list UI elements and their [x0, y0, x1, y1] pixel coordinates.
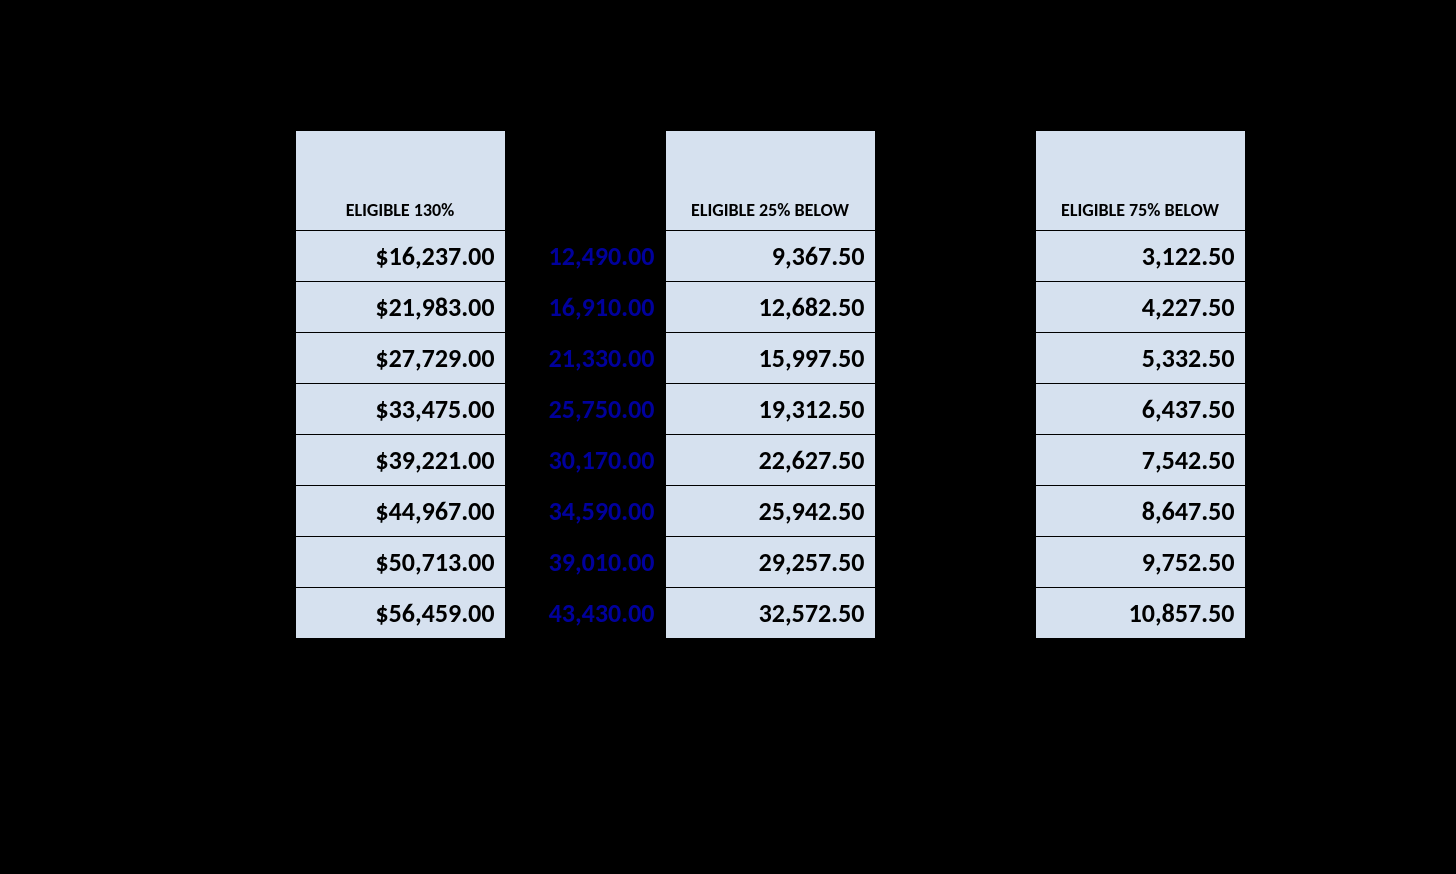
- table-row: $27,729.00 21,330.00 15,997.50 5,332.50: [0, 332, 1456, 383]
- cell-eligible-100: 16,910.00: [505, 281, 665, 332]
- table-row: $33,475.00 25,750.00 19,312.50 6,437.50: [0, 383, 1456, 434]
- cell-eligible-130: $44,967.00: [295, 485, 505, 536]
- cell-eligible-25-below: 12,682.50: [665, 281, 875, 332]
- cell-eligible-25-below: 19,312.50: [665, 383, 875, 434]
- cell-blank-gap: [875, 281, 1035, 332]
- cell-blank-gap: [875, 383, 1035, 434]
- cell-eligible-100: 21,330.00: [505, 332, 665, 383]
- cell-eligible-130: $21,983.00: [295, 281, 505, 332]
- cell-eligible-25-below: 15,997.50: [665, 332, 875, 383]
- cell-blank-left: [0, 485, 295, 536]
- cell-eligible-25-below: 9,367.50: [665, 230, 875, 281]
- cell-eligible-100: 12,490.00: [505, 230, 665, 281]
- cell-blank-gap: [875, 332, 1035, 383]
- cell-blank-right: [1245, 536, 1456, 587]
- header-eligible-75-below: ELIGIBLE 75% BELOW: [1035, 130, 1245, 230]
- cell-eligible-75-below: 7,542.50: [1035, 434, 1245, 485]
- cell-blank-right: [1245, 332, 1456, 383]
- cell-blank-gap: [875, 485, 1035, 536]
- header-eligible-100: [505, 130, 665, 230]
- cell-eligible-100: 25,750.00: [505, 383, 665, 434]
- cell-eligible-130: $50,713.00: [295, 536, 505, 587]
- header-blank-right: [1245, 130, 1456, 230]
- table-row: $44,967.00 34,590.00 25,942.50 8,647.50: [0, 485, 1456, 536]
- cell-blank-right: [1245, 587, 1456, 638]
- cell-eligible-75-below: 3,122.50: [1035, 230, 1245, 281]
- cell-blank-right: [1245, 230, 1456, 281]
- cell-eligible-75-below: 8,647.50: [1035, 485, 1245, 536]
- cell-eligible-75-below: 10,857.50: [1035, 587, 1245, 638]
- table-row: $39,221.00 30,170.00 22,627.50 7,542.50: [0, 434, 1456, 485]
- cell-blank-right: [1245, 485, 1456, 536]
- eligibility-table-container: ELIGIBLE 130% ELIGIBLE 25% BELOW ELIGIBL…: [0, 0, 1456, 639]
- cell-eligible-25-below: 32,572.50: [665, 587, 875, 638]
- cell-eligible-100: 30,170.00: [505, 434, 665, 485]
- cell-eligible-130: $33,475.00: [295, 383, 505, 434]
- cell-blank-left: [0, 536, 295, 587]
- table-row: $21,983.00 16,910.00 12,682.50 4,227.50: [0, 281, 1456, 332]
- cell-eligible-25-below: 22,627.50: [665, 434, 875, 485]
- eligibility-table: ELIGIBLE 130% ELIGIBLE 25% BELOW ELIGIBL…: [0, 0, 1456, 639]
- cell-eligible-100: 34,590.00: [505, 485, 665, 536]
- cell-eligible-100: 39,010.00: [505, 536, 665, 587]
- cell-blank-left: [0, 383, 295, 434]
- cell-eligible-75-below: 6,437.50: [1035, 383, 1245, 434]
- cell-blank-gap: [875, 587, 1035, 638]
- table-header-row: ELIGIBLE 130% ELIGIBLE 25% BELOW ELIGIBL…: [0, 130, 1456, 230]
- cell-blank-left: [0, 281, 295, 332]
- cell-blank-left: [0, 332, 295, 383]
- cell-eligible-75-below: 5,332.50: [1035, 332, 1245, 383]
- table-row: $56,459.00 43,430.00 32,572.50 10,857.50: [0, 587, 1456, 638]
- cell-eligible-130: $39,221.00: [295, 434, 505, 485]
- cell-blank-right: [1245, 281, 1456, 332]
- cell-eligible-100: 43,430.00: [505, 587, 665, 638]
- spacer-row-top: [0, 0, 1456, 130]
- cell-eligible-130: $56,459.00: [295, 587, 505, 638]
- cell-eligible-25-below: 29,257.50: [665, 536, 875, 587]
- header-eligible-130: ELIGIBLE 130%: [295, 130, 505, 230]
- cell-eligible-130: $16,237.00: [295, 230, 505, 281]
- cell-blank-left: [0, 434, 295, 485]
- cell-blank-gap: [875, 434, 1035, 485]
- cell-blank-gap: [875, 230, 1035, 281]
- header-eligible-25-below: ELIGIBLE 25% BELOW: [665, 130, 875, 230]
- cell-blank-right: [1245, 383, 1456, 434]
- header-blank-gap: [875, 130, 1035, 230]
- cell-eligible-25-below: 25,942.50: [665, 485, 875, 536]
- cell-blank-left: [0, 587, 295, 638]
- cell-blank-left: [0, 230, 295, 281]
- cell-blank-gap: [875, 536, 1035, 587]
- table-row: $50,713.00 39,010.00 29,257.50 9,752.50: [0, 536, 1456, 587]
- cell-blank-right: [1245, 434, 1456, 485]
- header-blank-left: [0, 130, 295, 230]
- cell-eligible-75-below: 4,227.50: [1035, 281, 1245, 332]
- cell-eligible-130: $27,729.00: [295, 332, 505, 383]
- cell-eligible-75-below: 9,752.50: [1035, 536, 1245, 587]
- table-row: $16,237.00 12,490.00 9,367.50 3,122.50: [0, 230, 1456, 281]
- table-body: $16,237.00 12,490.00 9,367.50 3,122.50 $…: [0, 230, 1456, 638]
